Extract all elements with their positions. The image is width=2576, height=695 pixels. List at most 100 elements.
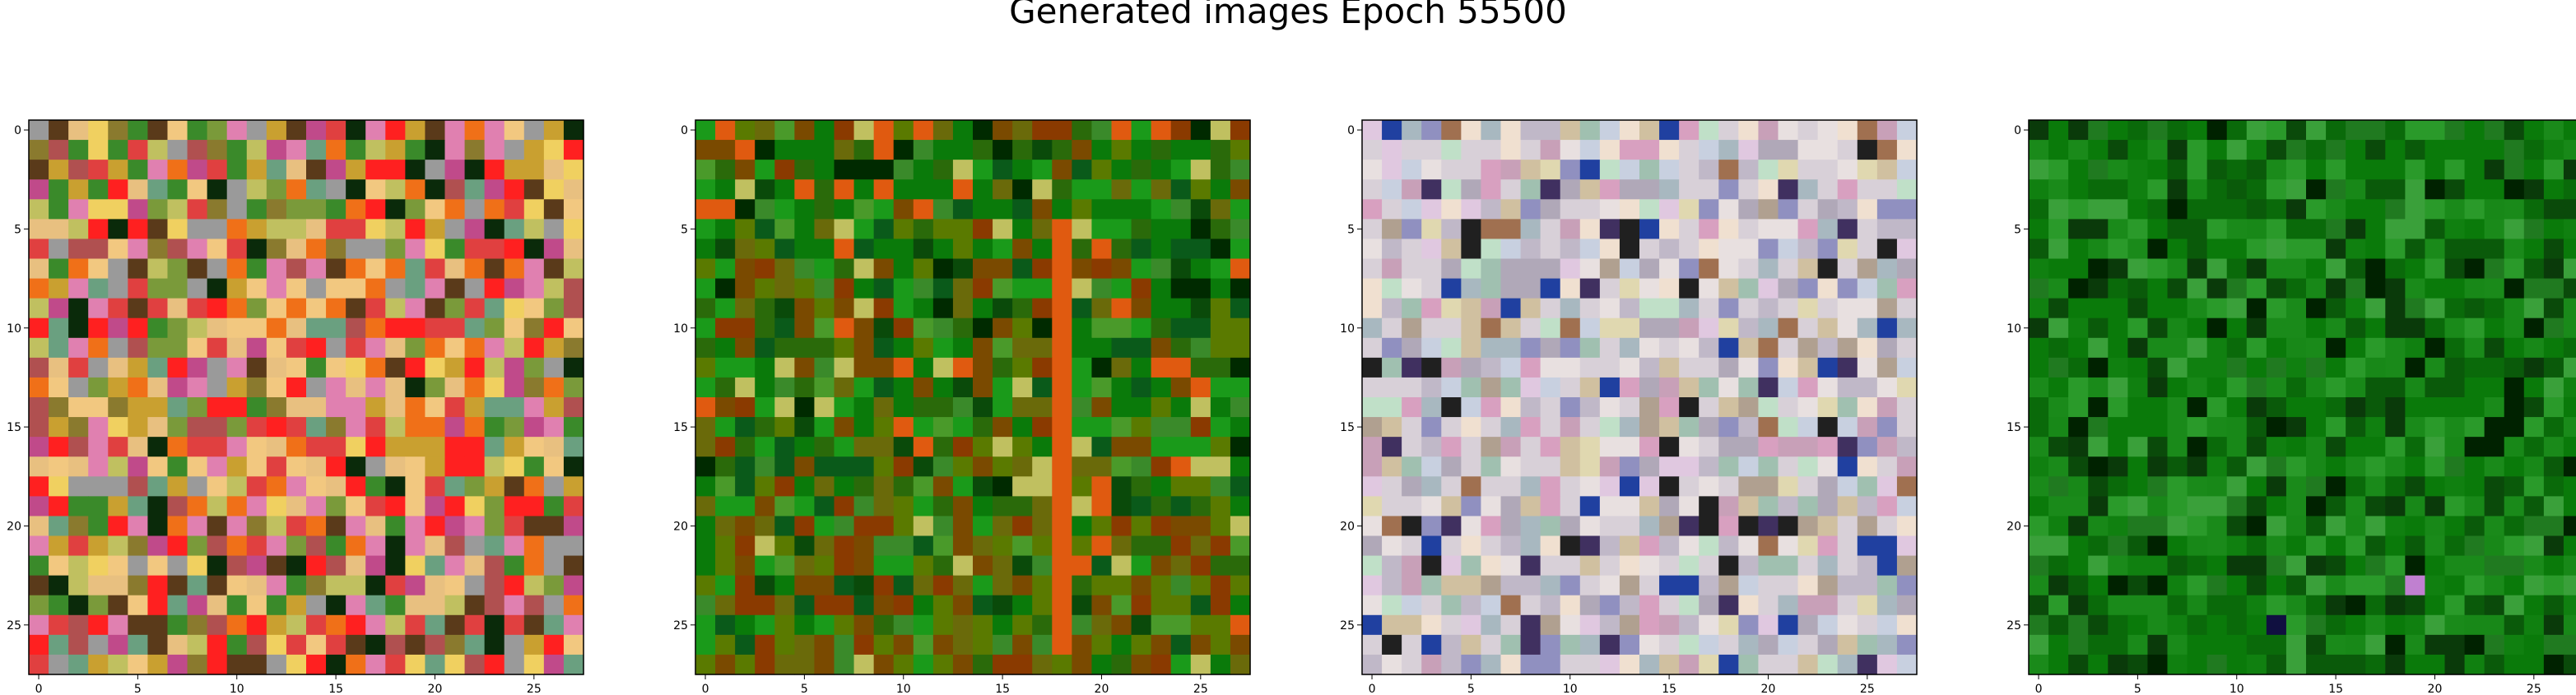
pixel-cell (2444, 377, 2466, 398)
pixel-cell (1230, 160, 1251, 180)
pixel-cell (834, 219, 855, 240)
pixel-cell (464, 555, 486, 577)
pixel-cell (2226, 258, 2248, 280)
pixel-cell (2543, 595, 2564, 616)
pixel-cell (1699, 456, 1719, 477)
pixel-cell (973, 120, 993, 141)
pixel-cell (695, 337, 716, 359)
pixel-cell (774, 595, 795, 616)
pixel-cell (1091, 377, 1113, 398)
pixel-cell (1230, 516, 1251, 537)
pixel-cell (1151, 575, 1172, 596)
pixel-cell (484, 654, 505, 675)
pixel-cell (523, 377, 545, 398)
pixel-cell (108, 456, 128, 477)
pixel-cell (1876, 298, 1898, 319)
pixel-cell (1599, 179, 1620, 200)
pixel-cell (1500, 239, 1522, 260)
pixel-cell (1718, 437, 1739, 457)
pixel-cell (1190, 595, 1211, 616)
pixel-cell (1230, 654, 1251, 675)
pixel-cell (504, 634, 525, 656)
pixel-cell (1837, 337, 1858, 359)
pixel-cell (2088, 476, 2109, 497)
pixel-cell (1679, 437, 1700, 457)
pixel-cell (1817, 575, 1839, 596)
pixel-cell (29, 496, 49, 517)
pixel-cell (464, 337, 486, 359)
pixel-cell (405, 357, 426, 378)
pixel-cell (2029, 239, 2049, 260)
pixel-cell (1461, 575, 1482, 596)
pixel-cell (68, 575, 89, 596)
pixel-cell (2563, 417, 2576, 438)
pixel-cell (1679, 377, 1700, 398)
pixel-cell (1599, 535, 1620, 557)
pixel-cell (2088, 456, 2109, 477)
y-tick-label: 25 (1340, 619, 1355, 632)
pixel-cell (1210, 239, 1231, 260)
pixel-cell (1032, 614, 1053, 636)
pixel-cell (1659, 298, 1680, 319)
pixel-cell (1619, 298, 1640, 319)
pixel-cell (893, 575, 914, 596)
pixel-cell (715, 417, 736, 438)
pixel-cell (29, 160, 49, 180)
pixel-cell (147, 555, 169, 577)
pixel-cell (444, 476, 466, 497)
pixel-cell (794, 317, 816, 339)
pixel-cell (1441, 476, 1462, 497)
pixel-cell (147, 140, 169, 160)
pixel-cell (444, 437, 466, 457)
pixel-cell (2167, 575, 2188, 596)
pixel-cell (1837, 437, 1858, 457)
pixel-cell (266, 179, 287, 200)
pixel-cell (226, 278, 248, 299)
pixel-cell (873, 239, 895, 260)
pixel-cell (1778, 397, 1799, 418)
pixel-cell (695, 496, 716, 517)
pixel-cell (2504, 575, 2525, 596)
pixel-cell (2167, 437, 2188, 457)
pixel-cell (1560, 278, 1581, 299)
pixel-cell (2246, 555, 2267, 577)
pixel-cell (1032, 417, 1053, 438)
pixel-cell (1738, 337, 1760, 359)
pixel-cell (1758, 357, 1779, 378)
pixel-cell (2285, 278, 2307, 299)
pixel-cell (108, 317, 128, 339)
pixel-cell (49, 219, 69, 240)
pixel-cell (1170, 258, 1192, 280)
pixel-cell (993, 179, 1013, 200)
pixel-cell (873, 219, 895, 240)
pixel-cell (2127, 239, 2149, 260)
pixel-cell (88, 140, 109, 160)
pixel-cell (1659, 219, 1680, 240)
pixel-cell (1837, 239, 1858, 260)
pixel-cell (2266, 160, 2287, 180)
pixel-cell (834, 120, 855, 141)
pixel-cell (286, 120, 307, 141)
pixel-cell (563, 199, 584, 220)
pixel-cell (2088, 219, 2109, 240)
pixel-cell (68, 179, 89, 200)
pixel-cell (1421, 654, 1442, 675)
pixel-cell (1421, 239, 1442, 260)
pixel-cell (755, 337, 775, 359)
pixel-cell (715, 140, 736, 160)
pixel-cell (853, 575, 875, 596)
pixel-cell (2405, 575, 2426, 596)
pixel-cell (326, 476, 346, 497)
pixel-cell (1210, 278, 1231, 299)
pixel-cell (306, 654, 327, 675)
pixel-cell (1111, 634, 1132, 656)
pixel-cell (1131, 179, 1152, 200)
pixel-cell (49, 140, 69, 160)
pixel-cell (1778, 317, 1799, 339)
pixel-cell (246, 377, 267, 398)
pixel-cell (853, 179, 875, 200)
pixel-cell (1170, 179, 1192, 200)
pixel-cell (2266, 496, 2287, 517)
pixel-cell (246, 239, 267, 260)
